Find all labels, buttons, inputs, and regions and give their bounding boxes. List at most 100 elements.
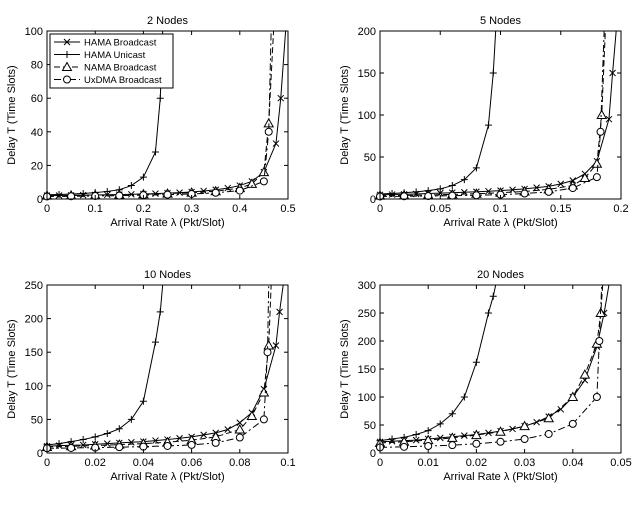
data-point	[176, 434, 183, 442]
x-tick-label: 0.4	[232, 203, 247, 215]
data-point	[388, 435, 396, 443]
x-tick-label: 0.06	[181, 457, 202, 469]
legend-entry: NAMA Broadcast	[84, 63, 157, 74]
data-point	[591, 158, 603, 168]
data-point	[236, 419, 244, 427]
data-point	[224, 426, 232, 433]
y-tick-label: 200	[358, 26, 376, 38]
data-point	[544, 429, 553, 438]
data-point	[139, 397, 147, 405]
data-point	[235, 433, 244, 442]
data-point	[605, 115, 613, 123]
data-point	[103, 187, 111, 195]
x-axis-label: Arrival Rate λ (Pkt/Slot)	[443, 217, 557, 229]
y-tick-label: 100	[25, 26, 43, 38]
x-tick-label: 0	[377, 203, 383, 215]
x-tick-label: 0.02	[84, 457, 105, 469]
data-point	[533, 184, 541, 192]
data-point	[568, 419, 577, 428]
data-point	[115, 191, 124, 200]
data-point	[187, 440, 196, 449]
data-point	[471, 429, 482, 440]
data-point	[55, 440, 63, 448]
series-line-uxdma-broadcast	[47, 31, 272, 197]
data-point	[544, 187, 553, 196]
series-line-hama-unicast	[380, 31, 497, 195]
y-tick-label: 0	[37, 194, 43, 206]
data-point	[595, 337, 604, 345]
data-point	[79, 441, 87, 449]
x-axis-label: Arrival Rate λ (Pkt/Slot)	[110, 471, 224, 483]
x-tick-label: 0.04	[562, 457, 583, 469]
data-point	[115, 443, 124, 452]
data-point	[400, 192, 409, 201]
y-tick-label: 0	[37, 448, 43, 460]
y-tick-label: 150	[358, 364, 376, 376]
data-point	[259, 415, 268, 424]
data-point	[484, 309, 492, 317]
x-tick-label: 0.5	[280, 203, 295, 215]
data-point	[115, 425, 123, 433]
data-point	[400, 442, 409, 451]
data-point	[151, 338, 159, 346]
chart-title: 20 Nodes	[477, 269, 525, 281]
series-line-uxdma-broadcast	[380, 31, 605, 197]
data-point	[272, 140, 280, 147]
series-line-uxdma-broadcast	[47, 285, 270, 449]
x-tick-label: 0.1	[280, 457, 295, 469]
x-tick-label: 0	[44, 457, 50, 469]
x-tick-label: 0.1	[88, 203, 103, 215]
data-point	[258, 387, 270, 397]
x-tick-label: 0	[44, 203, 50, 215]
legend-entry: HAMA Unicast	[84, 50, 146, 61]
legend-marker	[63, 51, 71, 58]
data-point	[424, 427, 432, 435]
x-axis-label: Arrival Rate λ (Pkt/Slot)	[110, 217, 224, 229]
x-tick-label: 0.08	[229, 457, 250, 469]
data-point	[412, 188, 420, 196]
legend-marker	[61, 61, 73, 71]
y-axis-label: Delay T (Time Slots)	[6, 319, 18, 418]
y-axis-label: Delay T (Time Slots)	[6, 65, 18, 164]
chart-panel-1: 0 0.1 0.2 0.3 0.4 0.5 0 20 40 60 80 100 2 Nodes Arriv…	[6, 15, 296, 229]
data-point	[519, 420, 530, 431]
data-point	[264, 127, 273, 136]
chart-panel-2: 0 0.05 0.1 0.15 0.2 0 50 100 150 200 5 Nodes Arriva…	[339, 15, 629, 229]
series-line-hama-broadcast	[380, 285, 610, 443]
data-point	[436, 185, 444, 193]
data-point	[412, 431, 420, 439]
y-tick-label: 60	[31, 93, 43, 105]
x-tick-label: 0.01	[417, 457, 438, 469]
data-point	[91, 433, 99, 441]
x-tick-label: 0.05	[610, 457, 631, 469]
y-tick-label: 0	[370, 448, 376, 460]
y-tick-label: 150	[358, 68, 376, 80]
y-tick-label: 50	[31, 414, 43, 426]
data-point	[211, 188, 220, 197]
y-tick-label: 40	[31, 127, 43, 139]
data-point	[139, 173, 147, 181]
series-line-hama-unicast	[47, 285, 164, 446]
data-point	[472, 191, 481, 200]
x-tick-label: 0.02	[466, 457, 487, 469]
y-tick-label: 20	[31, 160, 43, 172]
data-point	[211, 438, 220, 447]
legend-entry: HAMA Broadcast	[84, 38, 157, 49]
series-line-hama-unicast	[380, 285, 497, 442]
data-point	[568, 184, 577, 193]
data-point	[489, 69, 497, 77]
y-tick-label: 0	[370, 194, 376, 206]
data-point	[472, 439, 481, 448]
data-point	[448, 410, 456, 418]
data-point	[235, 186, 244, 195]
data-point	[489, 292, 497, 300]
data-point	[557, 405, 565, 413]
data-point	[272, 342, 280, 349]
data-point	[520, 435, 529, 443]
data-point	[520, 189, 529, 198]
data-point	[596, 127, 605, 136]
y-tick-label: 100	[358, 110, 376, 122]
x-tick-label: 0.15	[550, 203, 571, 215]
data-point	[127, 415, 135, 423]
y-tick-label: 200	[25, 314, 43, 326]
